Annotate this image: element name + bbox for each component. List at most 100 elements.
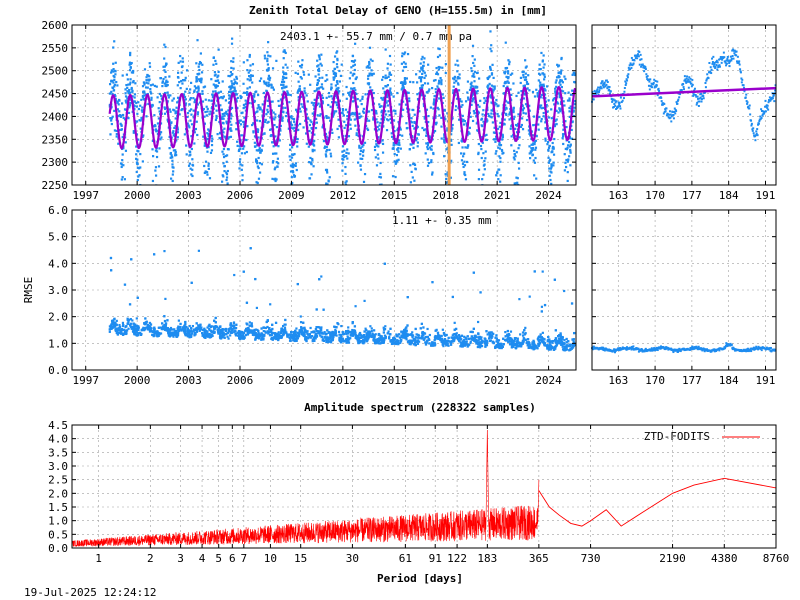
ztd-point [200,81,203,84]
ztd-point [284,72,288,76]
ztd-point [178,113,181,116]
rmse-point [191,324,195,328]
ztd-point [283,86,286,89]
ztd-point [537,123,540,126]
ztd-recent-point [625,82,628,85]
rmse-point [374,333,377,336]
ztd-point [256,110,259,113]
ztd-point [243,145,246,148]
ztd-point [308,161,311,164]
ztd-point [521,128,525,131]
ztd-point [440,81,443,84]
ztd-recent-point [619,105,622,108]
ztd-point [484,157,487,160]
ztd-point [515,151,518,154]
ztd-point [434,123,438,126]
ztd-point [480,147,483,151]
ztd-point [300,95,303,98]
ztd-recent-point [766,104,769,107]
ztd-point [135,170,138,174]
ztd-point [409,143,412,146]
ztd-point [555,79,558,82]
ztd-point [370,109,374,112]
ztd-point [473,58,476,61]
ztd-point [340,63,343,66]
ztd-point [419,87,422,90]
ztd-point [223,195,225,197]
ztd-point [531,148,534,151]
ztd-point [393,160,396,163]
ztd-point [195,76,198,79]
ztd-point [434,91,438,94]
ztd-recent-point [632,62,635,65]
ztd-point [360,115,363,118]
ztd-point [157,117,160,120]
ztd-point [120,128,123,131]
ztd-point [206,107,209,110]
ztd-point [294,164,297,167]
ztd-recent-point [618,101,621,104]
ztd-point [171,185,173,187]
ztd-point [128,98,132,101]
ztd-recent-point [772,95,775,98]
ztd-point [299,75,302,79]
ztd-recent-point [617,105,620,108]
ztd-point [290,123,293,126]
ztd-point [246,69,249,72]
ztd-point [272,111,275,114]
ztd-point [191,168,194,171]
ztd-point [221,115,224,118]
ztd-point [402,86,405,89]
ztd-point [506,72,510,75]
ztd-point [547,156,550,159]
ztd-point [440,116,443,119]
ztd-point [397,150,400,153]
ztd-point [298,87,301,91]
ztd-point [362,111,366,114]
ztd-point [246,87,249,90]
y-tick-label: 2550 [42,42,69,55]
ztd-point [354,42,357,45]
ztd-point [223,114,226,117]
ztd-recent-point [695,95,698,98]
ztd-point [320,94,324,97]
ztd-point [353,118,356,121]
ztd-point [540,51,543,55]
ztd-point [229,91,233,94]
ztd-point [211,96,214,99]
ztd-point [316,65,319,68]
ztd-point [158,92,161,96]
ztd-recent-point [711,61,714,64]
ztd-point [186,112,190,115]
ztd-point [136,166,139,169]
ztd-point [149,87,152,91]
ztd-point [313,133,316,136]
ztd-point [517,122,520,125]
ztd-point [444,118,447,121]
ztd-point [275,152,278,155]
ztd-point [530,147,533,150]
ztd-recent-point [600,87,603,90]
ztd-recent-point [677,98,680,101]
ztd-point [204,110,207,114]
ztd-point [133,93,137,96]
ztd-point [262,80,266,83]
ztd-point [486,85,489,88]
ztd-point [380,183,383,185]
ztd-point [479,188,481,190]
ztd-point [318,105,322,108]
ztd-point [133,100,136,103]
ztd-point [259,106,262,109]
ztd-point [271,86,274,89]
ztd-point [214,59,217,63]
ztd-point [355,132,358,135]
ztd-point [111,79,114,83]
y-tick-label: 2400 [42,110,69,123]
x-tick-label: 184 [719,189,739,202]
ztd-point [326,171,329,174]
ztd-point [215,109,218,112]
ztd-point [558,92,561,95]
ztd-recent-point [660,96,663,99]
ztd-point [355,133,358,137]
spectrum-chart-title: Amplitude spectrum (228322 samples) [304,401,536,414]
